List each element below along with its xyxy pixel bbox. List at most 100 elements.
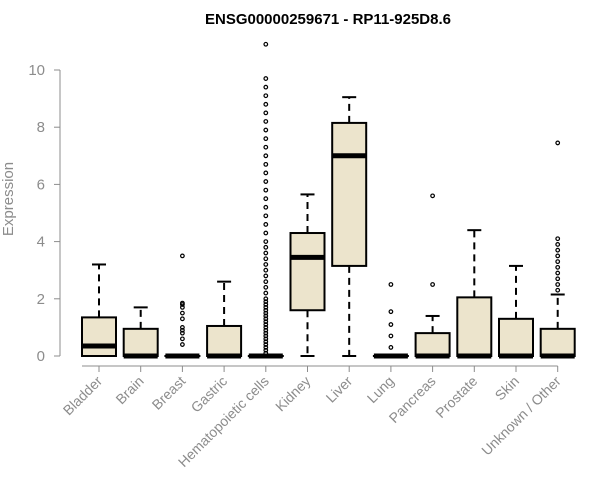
box-group: [81, 263, 117, 358]
y-axis-label: Expression: [0, 162, 17, 236]
outlier-point: [430, 282, 436, 287]
box-iqr: [498, 317, 534, 358]
chart-title: ENSG00000259671 - RP11-925D8.6: [205, 11, 451, 28]
outlier-point: [263, 250, 269, 256]
outlier-point: [263, 262, 269, 267]
outlier-point: [263, 84, 269, 90]
outlier-point: [555, 270, 561, 276]
x-tick-label: Kidney: [272, 373, 314, 415]
box-iqr: [289, 232, 326, 312]
outlier-point: [263, 302, 269, 307]
outlier-point: [263, 196, 269, 202]
outlier-point: [388, 282, 394, 287]
outlier-point: [263, 325, 269, 330]
outlier-point: [555, 276, 561, 282]
box-iqr: [539, 327, 576, 357]
plot-area: [81, 41, 576, 359]
box-iqr: [456, 296, 493, 357]
outlier-point: [263, 327, 269, 333]
outlier-point: [555, 247, 561, 253]
y-axis: 0 2 4 6 8 10: [28, 62, 61, 365]
outlier-point: [263, 187, 269, 193]
x-tick-label: Brain: [112, 373, 146, 407]
outlier-point: [263, 76, 269, 81]
x-tick-label: Breast: [149, 373, 189, 413]
outlier-point: [263, 119, 269, 124]
box-group: [206, 280, 243, 359]
box-group: [247, 41, 284, 359]
outlier-point: [263, 345, 269, 350]
outlier-point: [263, 101, 269, 107]
outlier-point: [388, 322, 394, 327]
outlier-point: [555, 140, 561, 146]
outlier-point: [430, 193, 436, 199]
outlier-point: [263, 304, 269, 310]
outlier-point: [263, 213, 269, 219]
outlier-point: [555, 287, 561, 293]
outlier-point: [263, 313, 269, 319]
outlier-point: [263, 296, 269, 302]
box-iqr: [414, 332, 451, 357]
outlier-point: [263, 279, 269, 285]
outlier-point: [263, 93, 269, 99]
outlier-point: [555, 259, 561, 265]
outlier-point: [263, 290, 269, 296]
box-group: [122, 306, 159, 359]
x-tick-label: Bladder: [60, 373, 106, 419]
outlier-point: [263, 41, 269, 47]
outlier-point: [179, 316, 185, 322]
outlier-point: [179, 253, 185, 259]
outlier-point: [263, 333, 269, 339]
outlier-point: [263, 339, 269, 345]
box-group: [539, 140, 576, 359]
outlier-point: [388, 309, 394, 315]
outlier-point: [555, 264, 561, 270]
outlier-point: [555, 282, 561, 287]
outlier-point: [263, 110, 269, 116]
y-tick-label: 10: [28, 62, 45, 79]
outlier-point: [263, 350, 269, 356]
y-tick-label: 2: [37, 291, 45, 308]
outlier-point: [263, 336, 269, 342]
box-iqr: [331, 121, 368, 267]
outlier-point: [263, 170, 269, 176]
outlier-point: [263, 230, 269, 236]
box-group: [456, 229, 493, 359]
box-iqr: [81, 316, 117, 358]
outlier-point: [179, 325, 185, 330]
box-group: [372, 282, 409, 359]
outlier-point: [263, 179, 269, 184]
box-group: [289, 193, 326, 357]
outlier-point: [263, 322, 269, 327]
outlier-point: [263, 161, 269, 167]
outlier-point: [263, 319, 269, 325]
outlier-point: [388, 333, 394, 339]
outlier-point: [263, 284, 269, 290]
x-tick-label: Lung: [364, 373, 397, 406]
outlier-point: [263, 310, 269, 316]
outlier-point: [263, 307, 269, 313]
box-group: [414, 193, 451, 359]
outlier-point: [263, 256, 269, 262]
outlier-point: [179, 342, 185, 347]
box-iqr: [122, 327, 159, 357]
outlier-point: [263, 316, 269, 322]
y-tick-label: 8: [37, 119, 45, 136]
box-group: [164, 253, 201, 359]
outlier-point: [263, 144, 269, 150]
outlier-point: [179, 330, 185, 336]
x-tick-label: Skin: [492, 373, 523, 404]
x-tick-label: Unknown / Other: [478, 373, 564, 459]
outlier-point: [263, 244, 269, 250]
x-tick-label: Prostate: [432, 373, 480, 421]
outlier-point: [263, 299, 269, 305]
outlier-point: [555, 242, 561, 247]
outlier-point: [555, 236, 561, 242]
y-tick-label: 0: [37, 348, 45, 365]
outlier-point: [263, 239, 269, 245]
outlier-point: [555, 253, 561, 259]
outlier-point: [179, 327, 185, 333]
outlier-point: [179, 304, 185, 310]
